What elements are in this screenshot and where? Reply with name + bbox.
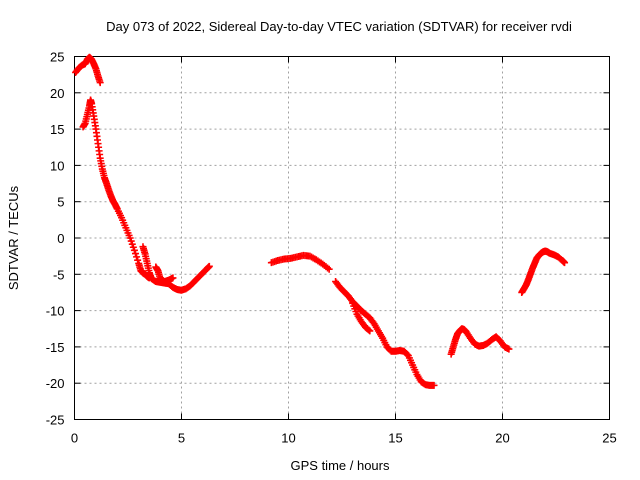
series-segment-4 [152, 263, 177, 286]
series-segment-5 [267, 251, 333, 273]
x-tick-label: 20 [495, 431, 509, 446]
x-tick-label: 5 [178, 431, 185, 446]
x-tick-label: 10 [281, 431, 295, 446]
data-point [561, 259, 569, 267]
y-tick-label: -10 [46, 304, 65, 319]
series-segment-2 [79, 96, 153, 282]
data-point [430, 381, 438, 389]
y-tick-label: 0 [57, 231, 64, 246]
data-point [169, 274, 177, 282]
data-point [96, 79, 104, 87]
y-tick-label: 5 [57, 195, 64, 210]
y-tick-label: -5 [53, 267, 65, 282]
data-point [134, 256, 142, 264]
y-tick-label: -20 [46, 376, 65, 391]
x-tick-label: 15 [388, 431, 402, 446]
data-point [365, 326, 373, 334]
y-tick-label: 20 [50, 86, 64, 101]
x-axis-label: GPS time / hours [291, 458, 390, 473]
x-tick-label: 25 [602, 431, 616, 446]
y-tick-label: 25 [50, 50, 64, 65]
x-tick-label: 0 [71, 431, 78, 446]
series-segment-7 [349, 299, 374, 335]
data-point [130, 246, 138, 254]
series-segment-6 [332, 278, 438, 389]
data-point [325, 265, 333, 273]
y-axis-label: SDTVAR / TECUs [6, 185, 21, 290]
data-point [366, 327, 374, 335]
series-segment-3 [139, 243, 213, 294]
data-point [133, 253, 141, 261]
y-tick-label: 10 [50, 158, 64, 173]
series-segment-9 [518, 247, 569, 296]
data-point [131, 250, 139, 258]
series-segment-1 [72, 53, 104, 87]
grid [74, 56, 610, 420]
y-tick-label: -25 [46, 413, 65, 428]
y-tick-label: -15 [46, 340, 65, 355]
data-point [505, 345, 513, 353]
data-points [72, 53, 569, 389]
y-axis: -25 -20 -15 -10 -5 0 5 10 15 20 25 [46, 50, 610, 428]
data-point [205, 262, 213, 270]
series-segment-8 [447, 325, 513, 358]
y-tick-label: 15 [50, 122, 64, 137]
chart-title: Day 073 of 2022, Sidereal Day-to-day VTE… [106, 19, 572, 34]
x-axis: 0 5 10 15 20 25 [71, 56, 617, 446]
